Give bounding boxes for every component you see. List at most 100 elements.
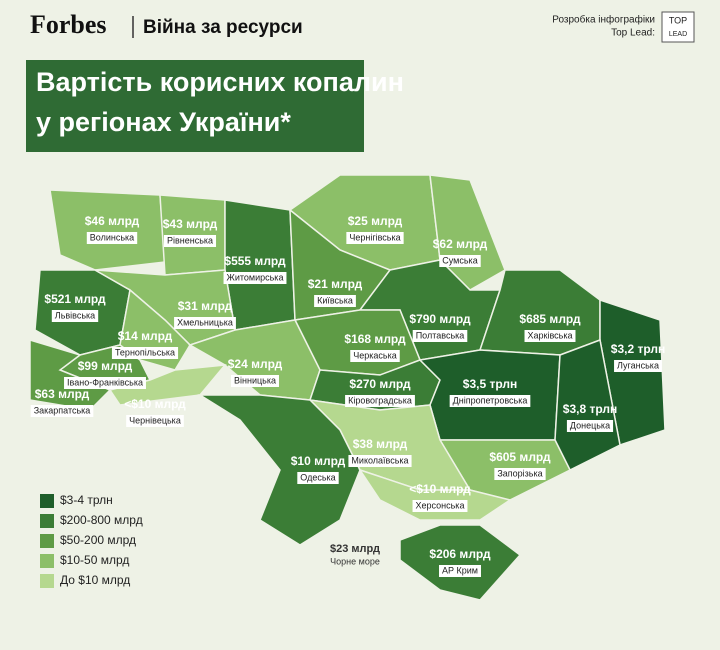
region [599,298,666,446]
map [29,174,666,601]
legend-swatch [40,554,54,568]
region [358,468,512,521]
region-name: Вінницька [234,375,276,385]
name-box [350,350,400,362]
name-box [86,232,138,244]
region-name: Херсонська [416,500,465,510]
name-box [163,235,217,247]
region-value: $46 млрд [85,214,140,228]
logo [661,11,695,43]
legend-swatch [40,574,54,588]
name-box [494,468,546,480]
legend-label: $3-4 трлн [60,493,113,507]
region-name: Черкаська [353,350,396,360]
name-box [64,377,146,389]
region-name: Житомирська [227,272,284,282]
region-value: $270 млрд [349,377,411,391]
legend: $3-4 трлн $200-800 млрд $50-200 млрд $10-50… [40,493,143,588]
region [197,394,361,546]
region-value: <$10 млрд [124,397,186,411]
region-value: $605 млрд [489,450,551,464]
region-name: Рівненська [167,235,213,245]
name-box [439,255,481,267]
region-name: Тернопільська [115,347,175,357]
name-box [223,272,287,284]
title: у регіонах України* [36,107,291,137]
region-name: Одеська [300,472,335,482]
name-box [614,360,662,372]
region-name: Івано-Франківська [67,377,143,387]
name-box [231,375,279,387]
region-name: Львівська [55,310,95,320]
name-box [30,405,94,417]
legend-label: $10-50 млрд [60,553,129,567]
region-value: $43 млрд [163,217,218,231]
region-value: $685 млрд [519,312,581,326]
legend-swatch [40,514,54,528]
region-value: $63 млрд [35,387,90,401]
region-name: Чернівецька [129,415,181,425]
region-value: $206 млрд [429,547,491,561]
region-value: $38 млрд [353,437,408,451]
name-box [439,565,481,577]
name-box [51,310,99,322]
sea-value: $23 млрд [330,543,380,555]
name-box [412,330,468,342]
region-value: $168 млрд [344,332,406,346]
region-value: $62 млрд [433,237,488,251]
region-value: $25 млрд [348,214,403,228]
name-box [524,330,576,342]
name-box [412,500,468,512]
region-value: $99 млрд [78,359,133,373]
region-value: $3,2 трлн [611,342,665,356]
region-value: $3,5 трлн [463,377,517,391]
name-box [346,232,404,244]
region-name: АР Крим [442,565,478,575]
credit: Розробка інфографіки [552,14,655,26]
region-name: Сумська [442,255,477,265]
name-box [566,420,614,432]
credit: Top Lead: [611,28,655,39]
region-name: Кіровоградська [348,395,412,405]
title-box [26,60,364,152]
region-value: $555 млрд [224,254,286,268]
region-name: Київська [317,295,353,305]
region-name: Донецька [570,420,610,430]
region-value: $31 млрд [178,299,233,313]
name-box [314,295,356,307]
legend-label: $50-200 млрд [60,533,136,547]
region-value: $790 млрд [409,312,471,326]
logo-text: LEAD [669,31,687,38]
region [108,364,227,406]
region-name: Луганська [617,360,659,370]
region-name: Закарпатська [34,405,91,415]
sea-name: Чорне море [330,556,380,566]
region-value: $521 млрд [44,292,106,306]
region-name: Миколаївська [351,455,408,465]
region-value: <$10 млрд [409,482,471,496]
name-box [348,455,412,467]
region-name: Хмельницька [177,317,233,327]
legend-swatch [40,494,54,508]
name-box [174,317,236,329]
labels: $46 млрд Волинська $43 млрд Рівненська $555 … [30,214,665,577]
name-box [126,415,184,427]
name-box [111,347,179,359]
region-value: $14 млрд [118,329,173,343]
brand: Forbes [30,10,107,39]
title: Вартість корисних копалин [36,67,404,97]
logo-text: TOP [669,15,687,25]
region [49,189,166,271]
region-value: $10 млрд [291,454,346,468]
name-box [297,472,339,484]
name-box [345,395,415,407]
region-name: Волинська [90,232,134,242]
region-value: $24 млрд [228,357,283,371]
legend-label: До $10 млрд [60,573,130,587]
legend-label: $200-800 млрд [60,513,143,527]
section: Війна за ресурси [143,17,303,38]
region-value: $3,8 трлн [563,402,617,416]
region-name: Харківська [528,330,573,340]
region-value: $21 млрд [308,277,363,291]
